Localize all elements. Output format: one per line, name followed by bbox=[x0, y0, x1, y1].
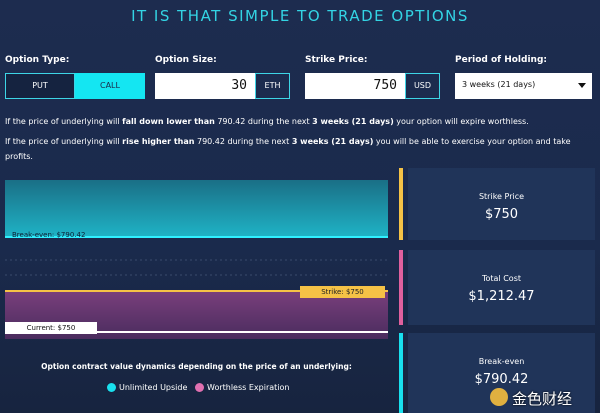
card-label: Total Cost bbox=[481, 274, 521, 283]
message: If the price of underlying will fall dow… bbox=[5, 114, 590, 129]
title: IT IS THAT SIMPLE TO TRADE OPTIONS bbox=[131, 7, 469, 25]
card-accent bbox=[399, 168, 403, 240]
text: rise higher than bbox=[122, 137, 195, 146]
option-type-label: Option Type: bbox=[5, 55, 70, 65]
legend-label: Unlimited Upside bbox=[119, 383, 188, 392]
strike-price-label: Strike Price: bbox=[305, 55, 368, 65]
strike-price-unit: USD bbox=[405, 73, 440, 99]
card-label: Strike Price bbox=[478, 192, 525, 201]
upside-area bbox=[5, 180, 388, 237]
option-size-unit: ETH bbox=[255, 73, 290, 99]
text: fall down lower than bbox=[122, 117, 215, 126]
period-label: Period of Holding: bbox=[455, 55, 547, 65]
text: If the price of underlying will bbox=[5, 117, 123, 126]
watermark-logo bbox=[490, 388, 508, 406]
card-value: $750 bbox=[484, 207, 519, 222]
card-accent bbox=[399, 333, 403, 413]
message: If the price of underlying will rise hig… bbox=[5, 134, 590, 164]
chart-caption: Option contract value dynamics depending… bbox=[41, 362, 352, 371]
text: 790.42 during the next bbox=[214, 117, 313, 126]
current-tag: Current: $750 bbox=[5, 322, 97, 334]
card-value: $1,212.47 bbox=[468, 289, 535, 304]
strike-price-input[interactable]: 750 bbox=[305, 73, 405, 99]
dropdown-arrow bbox=[578, 83, 586, 88]
watermark: 金色财经 bbox=[512, 390, 573, 408]
legend-swatch bbox=[195, 383, 204, 392]
card-label: Break-even bbox=[478, 357, 525, 366]
text: you will be able to exercise your option… bbox=[5, 137, 571, 161]
text: 3 weeks (21 days) bbox=[291, 137, 374, 146]
text: 3 weeks (21 days) bbox=[312, 117, 394, 126]
card: Strike Price $750 bbox=[408, 168, 595, 240]
strike-tag: Strike: $750 bbox=[300, 286, 385, 298]
text: If the price of underlying will bbox=[5, 137, 123, 146]
card: Total Cost $1,212.47 bbox=[408, 250, 595, 325]
break-even-tag: Break-even: $790.42 bbox=[12, 231, 86, 239]
put-button[interactable]: PUT bbox=[5, 73, 75, 99]
call-button[interactable]: CALL bbox=[75, 73, 145, 99]
text: 790.42 during the next bbox=[194, 137, 292, 146]
legend-label: Worthless Expiration bbox=[207, 383, 290, 392]
option-size-input[interactable]: 30 bbox=[155, 73, 255, 99]
card-accent bbox=[399, 250, 403, 325]
period-select[interactable]: 3 weeks (21 days) bbox=[455, 73, 592, 99]
text: your option will expire worthless. bbox=[393, 117, 529, 126]
period-value: 3 weeks (21 days) bbox=[462, 80, 536, 89]
legend-swatch bbox=[107, 383, 116, 392]
option-size-label: Option Size: bbox=[155, 55, 217, 65]
card-value: $790.42 bbox=[474, 372, 529, 387]
